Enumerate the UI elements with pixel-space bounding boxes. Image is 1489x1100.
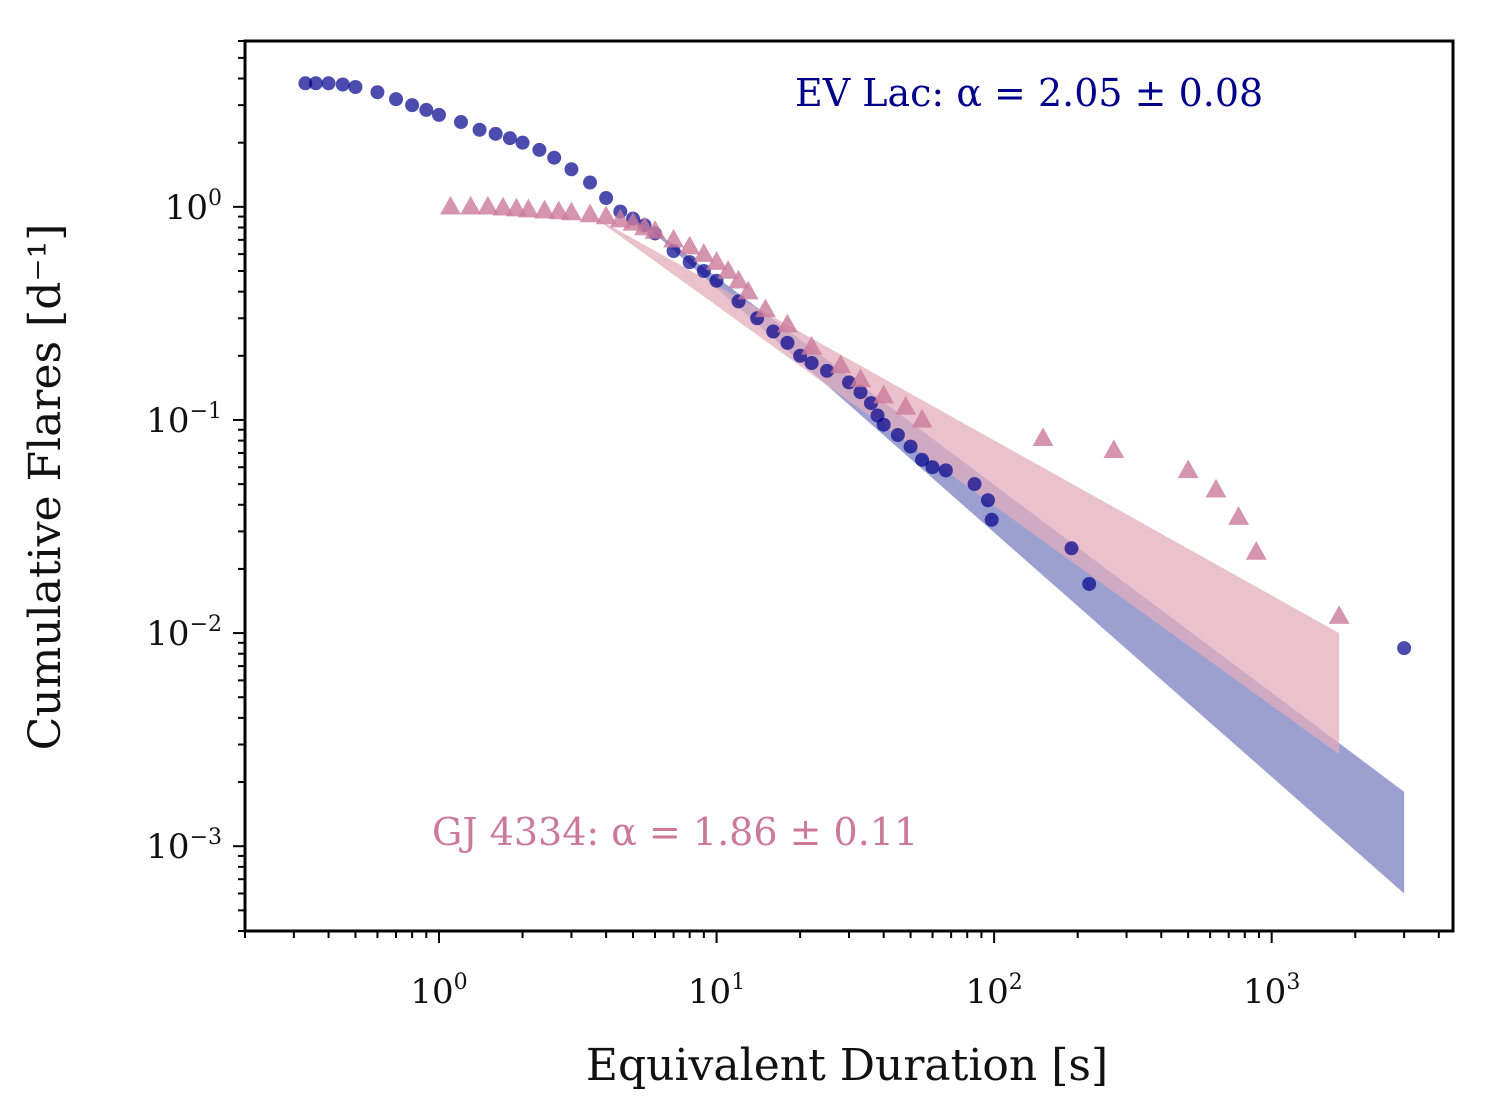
- ev-lac-point: [321, 76, 336, 91]
- ev-lac-point: [820, 363, 835, 378]
- gj-4334-point: [440, 195, 461, 215]
- gj-4334-point: [460, 195, 482, 215]
- gj-4334-point: [492, 196, 514, 216]
- ev-lac-point: [903, 439, 918, 454]
- y-axis-title: Cumulative Flares [d⁻¹]: [20, 224, 71, 751]
- gj-4334-point: [548, 200, 570, 220]
- gj-4334-point: [737, 280, 759, 300]
- ev-lac-point: [432, 107, 447, 122]
- ev-lac-point: [766, 324, 781, 339]
- ev-lac-point: [666, 244, 681, 259]
- fit-band-gj-4334: [590, 214, 1340, 755]
- fit-bands: [590, 214, 1405, 894]
- ev-lac-point: [370, 85, 385, 100]
- y-tick-label: 10−2: [146, 612, 222, 654]
- ev-lac-point: [547, 150, 562, 165]
- gj-4334-point: [579, 203, 601, 223]
- ev-lac-point: [389, 92, 404, 107]
- y-tick-label: 10−3: [146, 825, 222, 867]
- ev-lac-point: [1064, 541, 1079, 556]
- ev-lac-point: [335, 77, 350, 92]
- ev-lac-point: [984, 512, 999, 527]
- ev-lac-point: [583, 175, 598, 190]
- axis-ticks: [233, 40, 1440, 943]
- gj-4334-point: [534, 199, 555, 219]
- gj-4334-point: [1032, 427, 1054, 447]
- ev-lac-point: [938, 463, 953, 478]
- gj-4334-point: [693, 243, 715, 262]
- y-tick-label: 10−1: [146, 399, 222, 441]
- ev-lac-point: [515, 135, 530, 150]
- ev-lac-point: [853, 385, 868, 400]
- gj-4334-point: [717, 259, 739, 279]
- gj-4334-point: [560, 201, 582, 221]
- x-tick-label: 102: [965, 970, 1022, 1012]
- gj-4334-point: [1228, 506, 1250, 525]
- ev-lac-point: [298, 76, 313, 91]
- x-tick-label: 100: [410, 970, 467, 1012]
- gj-4334-point: [801, 335, 823, 355]
- gj-4334-point: [644, 220, 666, 239]
- ev-lac-point: [472, 122, 487, 137]
- ev-lac-point: [890, 427, 905, 442]
- y-tick-label: 100: [165, 186, 222, 228]
- ev-lac-point: [532, 142, 547, 157]
- gj-4334-point: [911, 408, 933, 428]
- gj-4334-point: [1103, 439, 1125, 459]
- y-tick-labels: 100 10−1 10−2 10−3: [146, 186, 222, 867]
- ev-lac-point: [980, 493, 995, 508]
- x-axis-title: Equivalent Duration [s]: [586, 1040, 1108, 1091]
- gj-4334-point: [679, 235, 701, 255]
- ev-lac-point: [599, 191, 614, 206]
- ev-lac-point: [502, 131, 517, 146]
- ev-lac-point: [876, 417, 891, 432]
- gj-4334-point: [1177, 459, 1199, 479]
- gj-4334-point: [873, 384, 895, 404]
- ev-lac-point: [915, 452, 930, 467]
- gj-4334-point: [850, 368, 871, 388]
- ev-lac-point: [488, 126, 503, 141]
- gj-4334-point: [706, 251, 728, 270]
- gj-4334-point: [609, 208, 631, 228]
- ev-lac-point: [1082, 576, 1097, 591]
- ev-lac-label: EV Lac: α = 2.05 ± 0.08: [795, 71, 1263, 115]
- gj-4334-point: [754, 298, 776, 318]
- ev-lac-point: [308, 76, 323, 91]
- x-tick-labels: 100 101 102 103: [410, 970, 1300, 1012]
- ev-lac-point: [564, 162, 579, 177]
- gj-4334-label: GJ 4334: α = 1.86 ± 0.11: [432, 810, 918, 854]
- ev-lac-point: [348, 80, 363, 95]
- gj-4334-point: [517, 198, 539, 218]
- gj-4334-point: [663, 228, 685, 248]
- ev-lac-point: [696, 263, 711, 278]
- x-tick-label: 101: [688, 970, 745, 1012]
- ev-lac-point: [1397, 641, 1412, 656]
- ev-lac-point: [405, 98, 420, 113]
- ev-lac-point: [863, 396, 878, 411]
- ev-lac-point: [453, 115, 468, 130]
- gj-4334-point: [595, 205, 617, 225]
- gj-4334-point: [1245, 541, 1267, 560]
- gj-4334-point: [622, 211, 644, 231]
- gj-4334-point: [830, 354, 852, 374]
- gj-4334-point: [1205, 478, 1227, 498]
- gj-4334-point: [776, 313, 798, 333]
- ev-lac-point: [780, 335, 795, 350]
- ev-lac-point: [804, 356, 819, 371]
- ev-lac-point: [682, 255, 697, 270]
- ev-lac-point: [419, 102, 434, 117]
- gj-4334-point: [477, 195, 499, 215]
- x-tick-label: 103: [1243, 970, 1300, 1012]
- ev-lac-point: [967, 477, 982, 492]
- gj-4334-point: [1328, 605, 1350, 624]
- data-points: [298, 76, 1412, 656]
- gj-4334-point: [895, 396, 917, 415]
- gj-4334-point: [728, 269, 749, 289]
- ev-lac-point: [925, 460, 940, 475]
- plot-frame: [243, 39, 1455, 933]
